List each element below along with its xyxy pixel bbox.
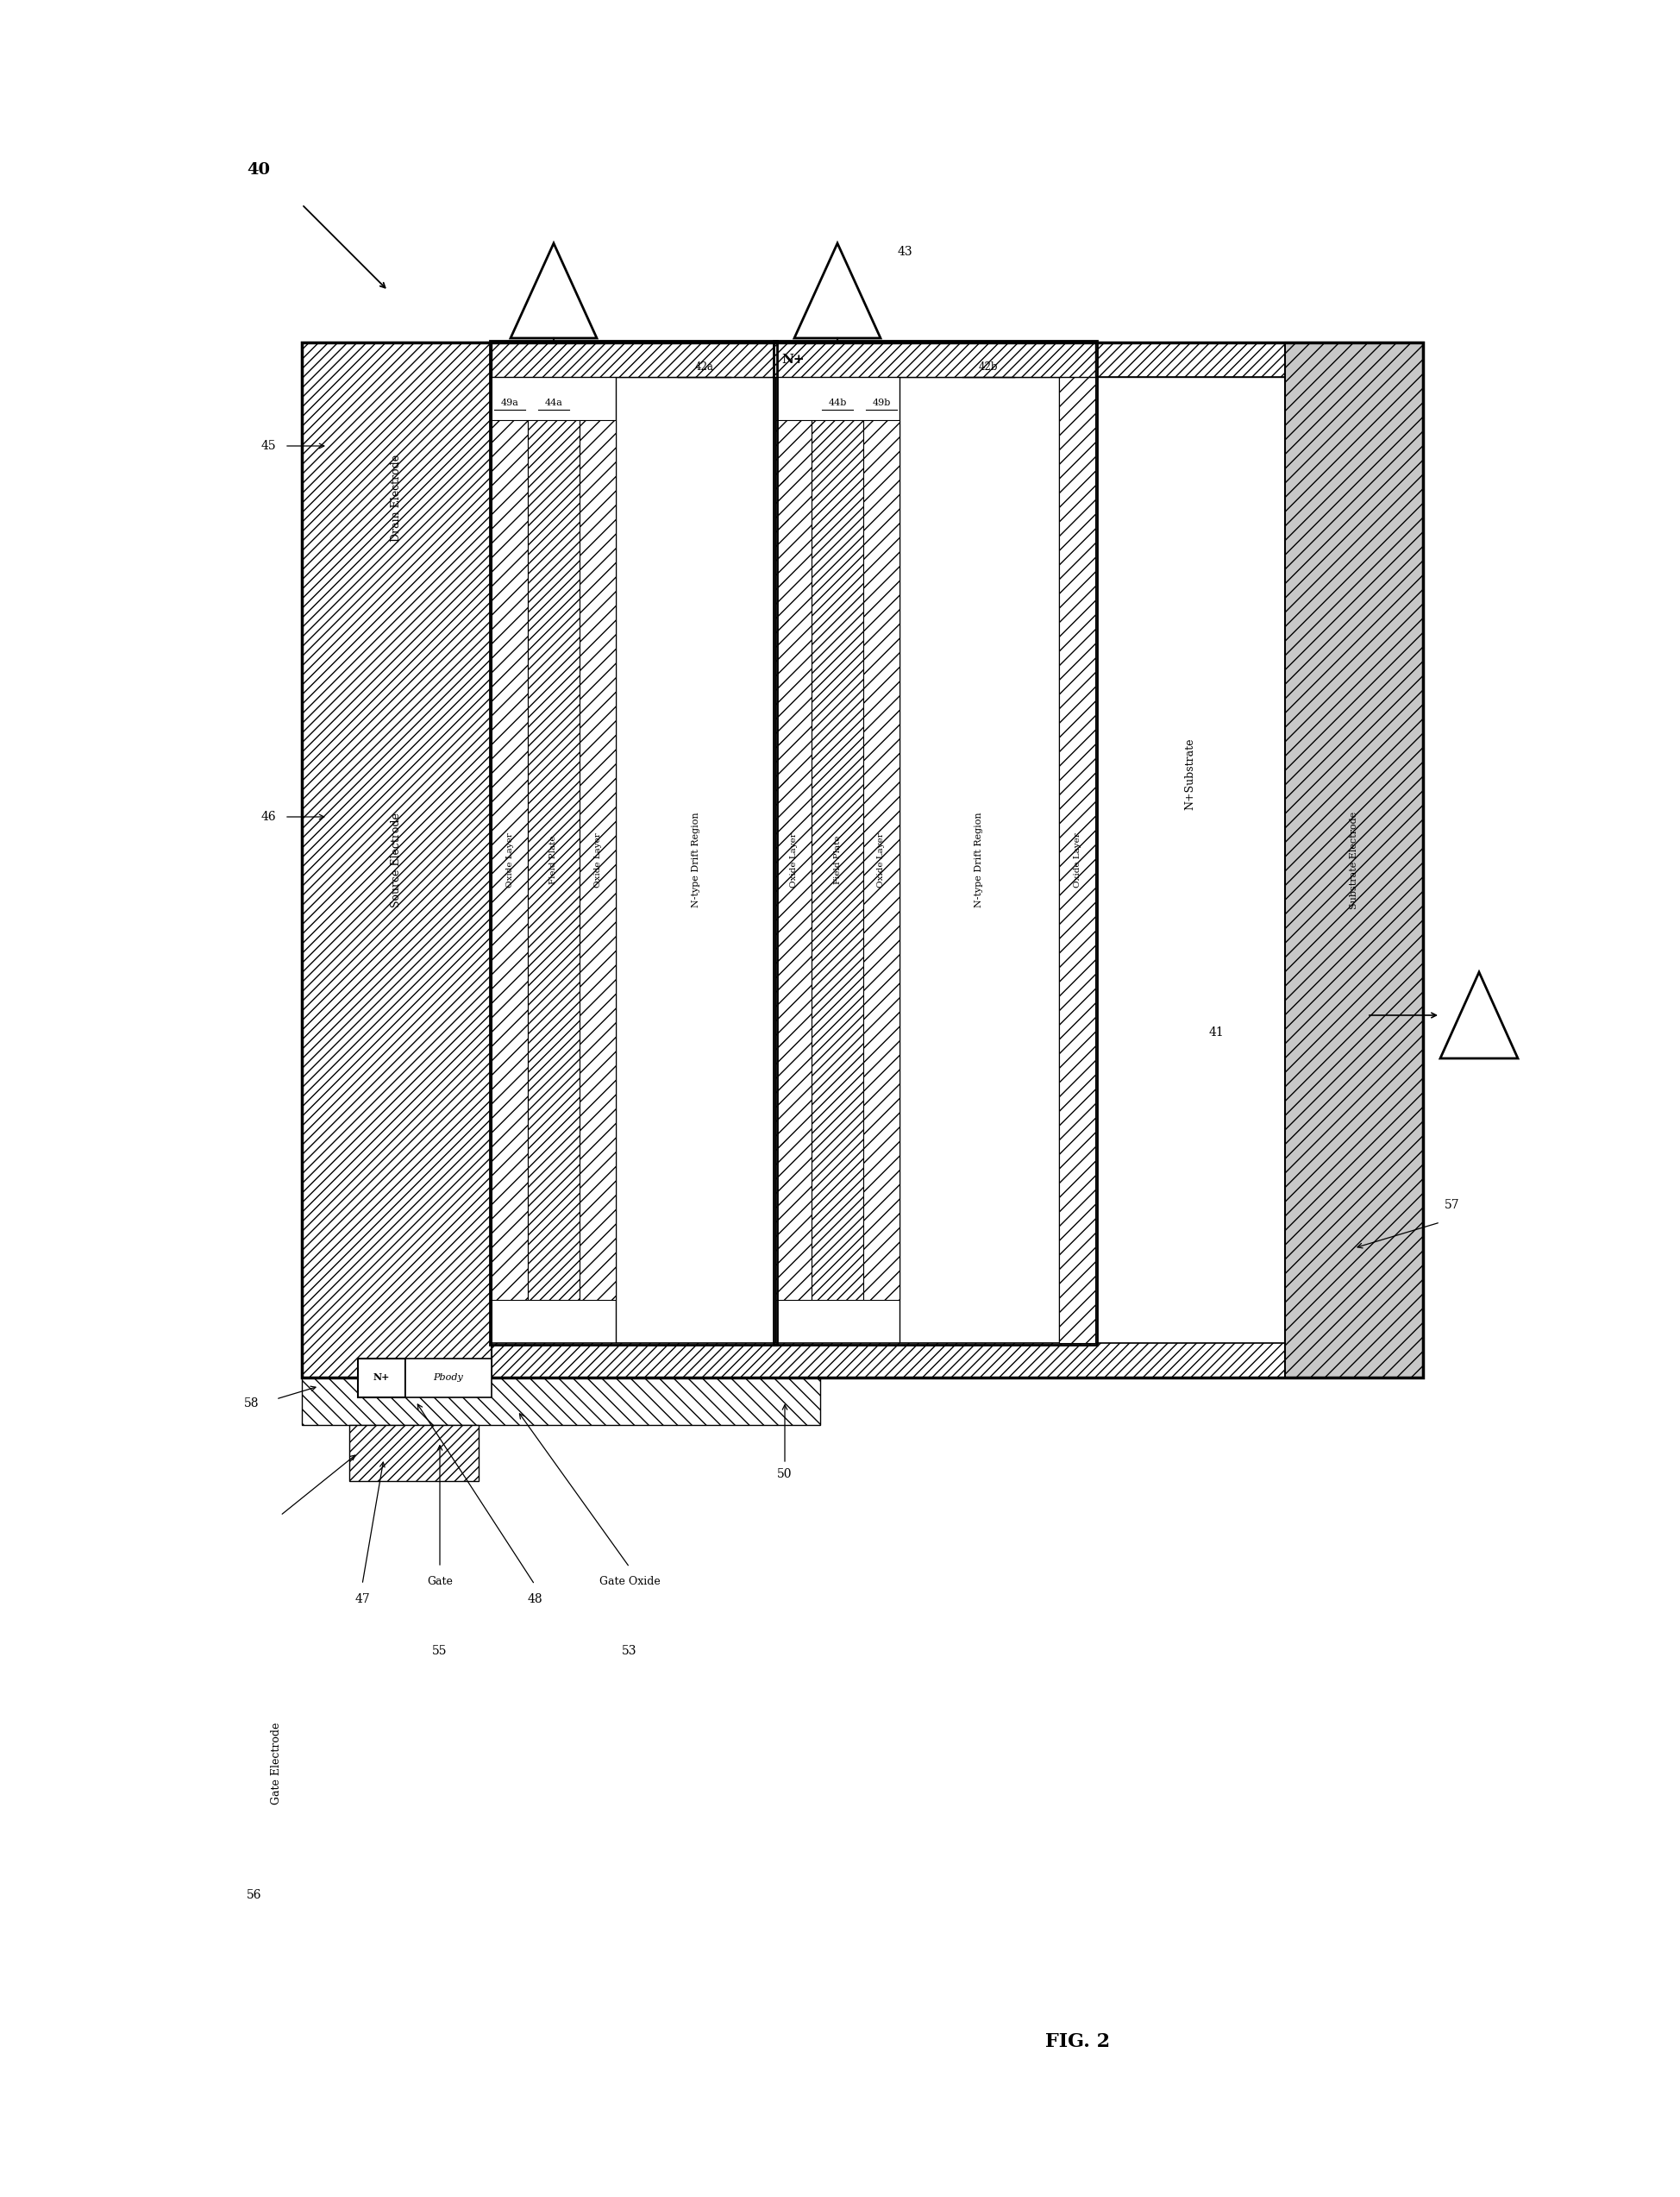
Bar <box>358 1358 405 1397</box>
Bar <box>580 420 617 1301</box>
Text: 57: 57 <box>1445 1200 1460 1211</box>
Text: 48: 48 <box>528 1593 543 1606</box>
Text: 46: 46 <box>260 811 276 824</box>
Text: Source Electrode: Source Electrode <box>391 813 402 907</box>
Text: FIG. 2: FIG. 2 <box>1045 2032 1110 2052</box>
Bar <box>811 420 864 1301</box>
Text: 49b: 49b <box>872 398 890 406</box>
Text: N-type Drift Region: N-type Drift Region <box>974 813 983 907</box>
Bar <box>774 420 811 1301</box>
Bar <box>302 343 1423 1378</box>
Bar <box>302 1378 820 1426</box>
Text: 49a: 49a <box>501 398 519 406</box>
Text: 53: 53 <box>622 1646 637 1657</box>
Text: 45: 45 <box>260 439 276 453</box>
Bar <box>302 343 492 1378</box>
Text: Oxide Layer: Oxide Layer <box>1074 833 1080 888</box>
Bar <box>492 343 1095 378</box>
Text: 44a: 44a <box>544 398 563 406</box>
Text: 55: 55 <box>432 1646 447 1657</box>
Text: N+: N+ <box>781 354 805 365</box>
Bar <box>405 1358 492 1397</box>
Text: 47: 47 <box>354 1593 370 1606</box>
Bar <box>302 1342 1285 1378</box>
Text: N-type Drift Region: N-type Drift Region <box>690 813 701 907</box>
Bar <box>349 1426 479 1481</box>
Text: 42a: 42a <box>696 363 714 373</box>
Text: Oxide Layer: Oxide Layer <box>506 833 514 888</box>
Bar <box>1058 378 1095 1342</box>
Text: Drain Electrode: Drain Electrode <box>391 455 402 540</box>
Text: 44b: 44b <box>828 398 847 406</box>
Bar <box>302 343 1285 378</box>
Text: 50: 50 <box>778 1468 793 1481</box>
Bar <box>528 420 580 1301</box>
Bar <box>899 378 1058 1342</box>
Text: Field Plate: Field Plate <box>833 835 842 885</box>
Bar <box>1285 343 1423 1378</box>
Text: Oxide Layer: Oxide Layer <box>877 833 885 888</box>
Text: Gate Electrode: Gate Electrode <box>270 1722 282 1806</box>
Text: 56: 56 <box>247 1889 262 1900</box>
Text: Field Plate: Field Plate <box>549 835 558 885</box>
Text: Oxide Layer: Oxide Layer <box>790 833 798 888</box>
Text: 42b: 42b <box>978 363 998 373</box>
Text: 43: 43 <box>897 246 912 257</box>
Text: N+Substrate: N+Substrate <box>1184 738 1196 811</box>
Text: Substrate Electrode: Substrate Electrode <box>1349 811 1359 910</box>
Bar <box>864 420 899 1301</box>
Text: Pbody: Pbody <box>433 1373 464 1382</box>
Text: Oxide Layer: Oxide Layer <box>593 833 601 888</box>
Bar <box>492 420 528 1301</box>
Text: 58: 58 <box>244 1397 259 1410</box>
Text: 40: 40 <box>247 163 270 178</box>
Bar <box>1095 378 1285 1342</box>
Text: 41: 41 <box>1208 1026 1223 1039</box>
Text: Gate: Gate <box>427 1575 452 1586</box>
Bar <box>773 341 1097 1345</box>
Text: Gate Oxide: Gate Oxide <box>600 1575 660 1586</box>
Bar <box>302 343 1423 1378</box>
Text: N+: N+ <box>373 1373 390 1382</box>
Bar <box>491 341 778 1345</box>
Bar <box>617 378 774 1342</box>
